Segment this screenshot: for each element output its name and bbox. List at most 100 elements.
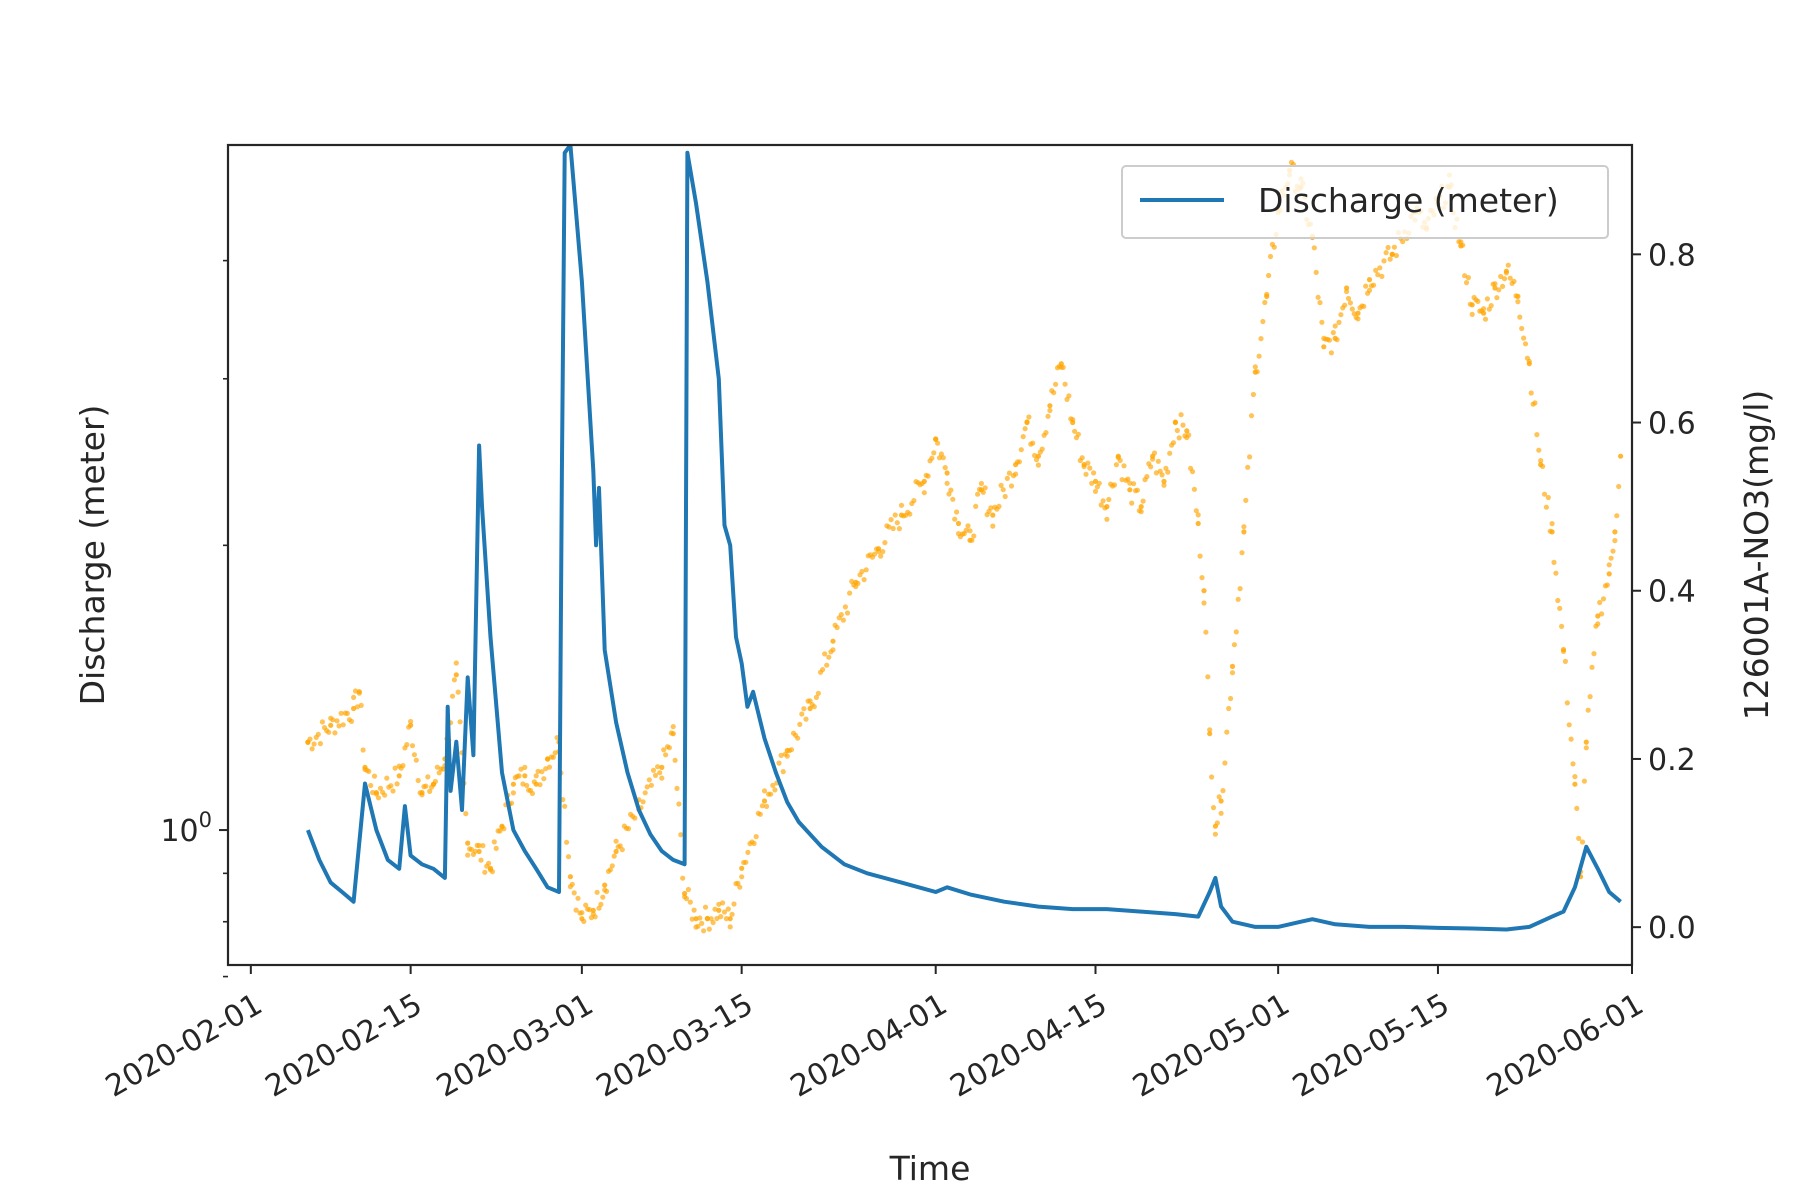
no3-point — [727, 916, 733, 922]
no3-point — [457, 719, 463, 725]
no3-point — [967, 537, 973, 543]
no3-point — [761, 798, 768, 804]
no3-point — [317, 741, 323, 747]
no3-point — [695, 923, 701, 929]
no3-point — [328, 722, 334, 728]
no3-point — [1083, 471, 1089, 477]
no3-point — [776, 760, 782, 766]
x-tick-label: 2020-04-01 — [785, 987, 953, 1104]
no3-point — [1385, 244, 1391, 251]
no3-point — [1566, 722, 1572, 728]
no3-point — [573, 907, 579, 913]
no3-point — [729, 911, 735, 917]
no3-point — [1355, 310, 1361, 316]
no3-point — [803, 716, 809, 722]
no3-point — [1195, 520, 1201, 527]
no3-point — [1564, 700, 1570, 706]
no3-point — [940, 455, 946, 461]
no3-point — [1066, 393, 1072, 399]
no3-point — [1235, 596, 1241, 602]
no3-point — [373, 790, 379, 796]
no3-point — [1313, 269, 1319, 275]
no3-point — [351, 705, 357, 712]
no3-point — [1125, 476, 1131, 482]
no3-point — [1572, 774, 1578, 780]
no3-point — [971, 533, 977, 539]
no3-point — [356, 689, 362, 695]
no3-point — [743, 859, 749, 865]
no3-point — [721, 909, 728, 915]
no3-point — [1616, 483, 1622, 490]
no3-point — [607, 867, 614, 873]
no3-point — [894, 520, 900, 526]
no3-point — [1127, 487, 1133, 493]
no3-point — [1317, 300, 1323, 306]
no3-point — [1092, 478, 1099, 484]
no3-point — [882, 540, 888, 546]
no3-point — [425, 774, 431, 780]
no3-point — [691, 907, 697, 913]
no3-point — [1231, 642, 1237, 648]
no3-point — [482, 869, 488, 875]
y-left-tick-label: 100 — [160, 808, 212, 849]
no3-point — [1184, 428, 1190, 434]
no3-point — [1092, 488, 1099, 494]
no3-point — [1115, 453, 1121, 459]
no3-point — [1344, 285, 1350, 291]
no3-point — [419, 790, 425, 796]
no3-point — [1618, 453, 1624, 459]
no3-point — [1058, 361, 1064, 367]
no3-point — [1155, 458, 1161, 464]
no3-point — [1488, 303, 1494, 309]
no3-point — [1465, 275, 1471, 281]
no3-point — [1538, 458, 1544, 464]
no3-point — [706, 926, 712, 932]
y-right-tick-label: 0.4 — [1648, 575, 1696, 610]
no3-point — [358, 702, 364, 709]
no3-point — [1229, 670, 1236, 676]
no3-point — [579, 910, 585, 916]
no3-point — [644, 784, 650, 790]
no3-point — [716, 907, 722, 913]
no3-point — [1104, 516, 1110, 522]
no3-point — [1363, 283, 1369, 289]
no3-point — [1551, 559, 1557, 566]
no3-point — [1519, 325, 1525, 332]
no3-point — [1148, 464, 1154, 470]
no3-point — [1039, 446, 1045, 452]
no3-point — [701, 928, 707, 934]
no3-point — [871, 551, 878, 557]
no3-point — [727, 924, 733, 930]
no3-point — [1186, 432, 1192, 438]
legend-label-discharge: Discharge (meter) — [1258, 181, 1559, 220]
no3-point — [336, 723, 342, 729]
no3-point — [757, 811, 763, 817]
no3-point — [778, 752, 784, 759]
no3-point — [822, 651, 828, 657]
no3-point — [1315, 294, 1321, 300]
no3-point — [933, 436, 939, 442]
no3-point — [613, 848, 619, 855]
no3-point — [382, 792, 388, 798]
series-discharge-line — [306, 145, 1622, 932]
no3-point — [408, 718, 414, 725]
no3-point — [1199, 575, 1205, 581]
no3-point — [315, 731, 321, 737]
no3-point — [411, 752, 417, 758]
no3-point — [1091, 470, 1097, 476]
no3-point — [522, 773, 528, 779]
no3-point — [453, 672, 459, 678]
no3-point — [921, 490, 927, 496]
no3-point — [657, 770, 663, 776]
no3-point — [486, 860, 492, 866]
no3-point — [788, 747, 795, 753]
no3-point — [1260, 318, 1266, 325]
no3-point — [1373, 267, 1379, 273]
no3-point — [890, 525, 896, 532]
no3-point — [413, 757, 419, 763]
no3-point — [384, 775, 390, 781]
y-left-axis: 100 — [160, 259, 228, 978]
no3-point — [1494, 295, 1500, 301]
no3-point — [516, 773, 522, 779]
no3-point — [617, 843, 623, 849]
